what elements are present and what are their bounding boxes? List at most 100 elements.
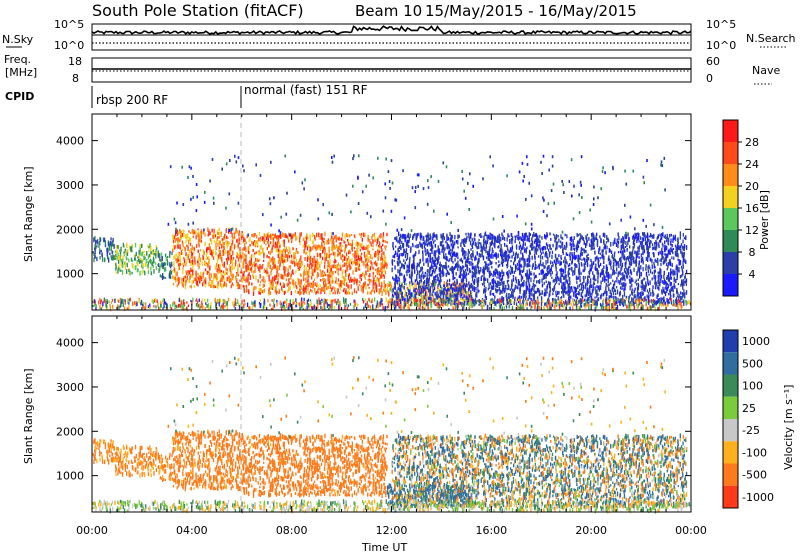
power-cell <box>593 301 596 306</box>
power-cell <box>246 267 248 272</box>
power-cell <box>506 247 509 251</box>
power-cell <box>418 262 420 268</box>
power-cell <box>501 295 503 300</box>
power-cell <box>549 281 551 286</box>
power-cell <box>304 277 307 281</box>
power-cell <box>225 266 227 271</box>
power-cell <box>357 286 359 291</box>
power-cell <box>258 258 261 261</box>
power-cell <box>119 254 121 258</box>
power-cell <box>475 274 477 278</box>
power-cell <box>128 258 130 263</box>
power-cell <box>530 243 532 247</box>
power-cell <box>274 261 276 266</box>
power-cell <box>530 298 532 302</box>
power-cell <box>162 262 164 267</box>
power-cell <box>427 287 429 291</box>
power-cell <box>348 291 351 295</box>
power-cell <box>356 261 358 266</box>
power-cell <box>167 255 169 259</box>
power-cell <box>179 258 181 264</box>
power-cell <box>561 273 564 278</box>
power-cell <box>529 288 531 294</box>
power-cell <box>159 256 161 262</box>
power-cell <box>433 234 435 237</box>
power-cell <box>477 245 480 250</box>
power-cell <box>322 277 324 282</box>
power-cell <box>369 273 371 278</box>
power-cell <box>367 269 369 273</box>
power-cell <box>435 278 437 284</box>
power-cell <box>424 242 426 246</box>
power-cell <box>260 265 262 270</box>
power-cell <box>206 248 208 252</box>
power-cell <box>383 275 386 279</box>
power-cell <box>292 234 294 239</box>
power-cell <box>666 233 668 239</box>
power-cell <box>645 271 648 277</box>
power-cell <box>436 235 438 241</box>
power-cell <box>639 294 641 299</box>
power-cell <box>592 238 595 244</box>
power-cell <box>356 248 358 252</box>
power-cell <box>593 243 595 248</box>
power-cell <box>543 246 545 250</box>
power-cell <box>485 300 487 306</box>
power-cell <box>642 232 644 236</box>
power-cell <box>678 295 680 300</box>
power-cell <box>161 255 163 261</box>
power-cell <box>634 234 636 240</box>
power-cell <box>484 299 486 304</box>
power-cell <box>381 257 384 261</box>
power-cell <box>506 288 508 291</box>
power-cell <box>502 271 505 277</box>
power-cell <box>640 285 642 288</box>
power-cell <box>578 266 580 271</box>
power-cell <box>213 240 215 243</box>
power-cell <box>229 257 231 260</box>
power-cell <box>523 281 525 285</box>
power-cell <box>434 244 437 247</box>
power-cell <box>202 272 204 277</box>
power-cell <box>375 243 378 247</box>
power-cell <box>109 241 112 246</box>
power-cell <box>350 266 352 269</box>
power-cell <box>497 283 499 288</box>
power-cell <box>332 264 334 269</box>
power-cell <box>355 267 358 272</box>
power-cell <box>414 287 416 293</box>
power-cell <box>645 286 647 289</box>
power-cell <box>588 290 591 295</box>
power-cell <box>294 289 297 293</box>
power-cell <box>303 237 305 241</box>
power-cell <box>434 300 436 303</box>
power-cell <box>270 270 272 276</box>
power-cell <box>354 250 356 255</box>
power-cell <box>357 267 360 270</box>
power-cell <box>633 302 635 307</box>
power-cell <box>595 290 597 295</box>
power-cell <box>320 272 322 278</box>
power-cell <box>145 261 147 265</box>
power-cell <box>422 286 425 291</box>
power-cell <box>480 267 482 272</box>
power-cell <box>434 260 436 263</box>
power-cell <box>368 275 370 278</box>
power-cell <box>554 254 557 258</box>
power-cell <box>196 278 198 282</box>
power-cell <box>361 242 363 247</box>
power-cell <box>378 249 380 255</box>
power-cell <box>543 265 545 269</box>
power-cell <box>467 291 469 296</box>
power-cell <box>670 241 672 246</box>
power-cell <box>393 259 395 262</box>
power-cell <box>253 270 255 274</box>
power-cell <box>594 251 596 254</box>
power-cell <box>431 273 433 277</box>
power-cell <box>646 250 649 254</box>
power-cell <box>640 265 642 270</box>
power-cell <box>453 280 456 284</box>
power-cell <box>128 269 130 272</box>
power-cell <box>467 253 469 258</box>
power-cell <box>528 235 530 240</box>
